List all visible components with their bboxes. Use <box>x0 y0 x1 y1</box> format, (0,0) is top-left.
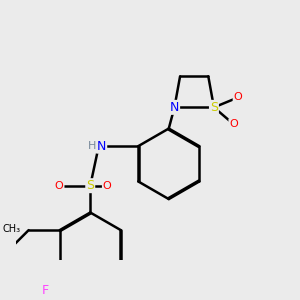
Text: S: S <box>210 101 218 114</box>
Text: O: O <box>229 119 238 129</box>
Text: H: H <box>88 141 96 151</box>
Text: O: O <box>234 92 242 103</box>
Text: CH₃: CH₃ <box>2 224 20 234</box>
Text: S: S <box>86 179 94 192</box>
Text: O: O <box>55 181 64 191</box>
Text: N: N <box>170 101 179 114</box>
Text: N: N <box>97 140 106 153</box>
Text: O: O <box>103 181 112 191</box>
Text: F: F <box>42 284 49 297</box>
